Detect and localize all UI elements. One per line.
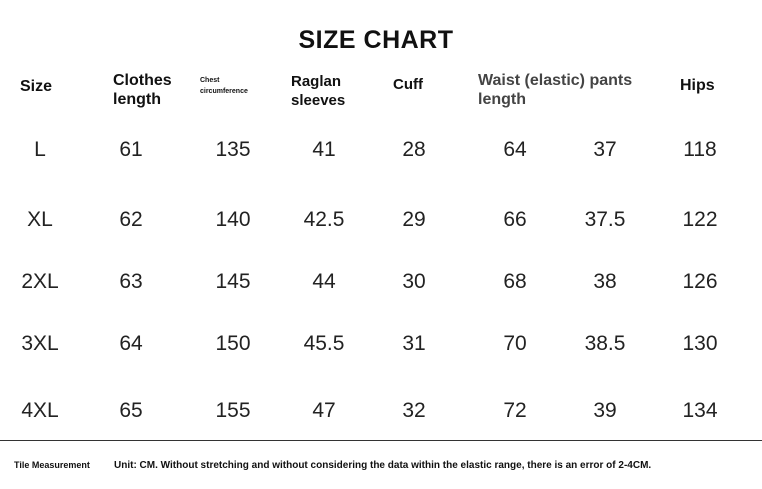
table-cell: 130 xyxy=(682,332,718,355)
table-cell: 32 xyxy=(402,399,426,422)
size-cell: 4XL xyxy=(21,399,59,422)
table-cell: 63 xyxy=(119,270,143,293)
table-cell: 39 xyxy=(593,399,617,422)
table-cell: 64 xyxy=(503,138,527,161)
table-cell: 38.5 xyxy=(584,332,626,355)
header-line: Raglan xyxy=(291,73,342,90)
table-cell: 37.5 xyxy=(584,208,626,231)
footer-label: Tile Measurement xyxy=(14,460,90,470)
table-cell: 68 xyxy=(503,270,527,293)
size-cell: 3XL xyxy=(21,332,59,355)
table-cell: 150 xyxy=(215,332,251,355)
header-raglan-sleeves: Raglan sleeves xyxy=(291,72,345,110)
size-cell: XL xyxy=(27,208,53,231)
header-line: Waist (elastic) pants xyxy=(478,72,633,89)
header-line: length xyxy=(478,91,526,108)
table-cell: 45.5 xyxy=(303,332,345,355)
table-cell: 65 xyxy=(119,399,143,422)
table-cell: 126 xyxy=(682,270,718,293)
table-cell: 64 xyxy=(119,332,143,355)
table-cell: 42.5 xyxy=(303,208,345,231)
header-waist-pants-length: Waist (elastic) pants length xyxy=(478,71,632,109)
table-cell: 30 xyxy=(402,270,426,293)
table-cell: 38 xyxy=(593,270,617,293)
table-cell: 66 xyxy=(503,208,527,231)
table-cell: 47 xyxy=(312,399,336,422)
table-cell: 122 xyxy=(682,208,718,231)
table-cell: 140 xyxy=(215,208,251,231)
page-title: SIZE CHART xyxy=(298,26,454,54)
table-cell: 72 xyxy=(503,399,527,422)
table-cell: 44 xyxy=(312,270,336,293)
header-line: sleeves xyxy=(291,92,346,109)
table-cell: 62 xyxy=(119,208,143,231)
header-cuff: Cuff xyxy=(393,76,423,93)
header-line: length xyxy=(113,91,161,108)
table-cell: 28 xyxy=(402,138,426,161)
divider xyxy=(0,440,762,441)
header-clothes-length: Clothes length xyxy=(113,71,172,109)
table-cell: 37 xyxy=(593,138,617,161)
header-line: Clothes xyxy=(113,72,172,89)
header-hips: Hips xyxy=(680,77,715,94)
table-cell: 134 xyxy=(682,399,718,422)
table-cell: 41 xyxy=(312,138,336,161)
table-cell: 118 xyxy=(683,138,717,161)
header-chest: Chest circumference xyxy=(200,75,248,97)
table-cell: 155 xyxy=(215,399,251,422)
footer-note: Unit: CM. Without stretching and without… xyxy=(114,460,652,471)
table-cell: 31 xyxy=(402,332,426,355)
size-cell: L xyxy=(34,138,46,161)
header-size: Size xyxy=(20,78,53,95)
table-cell: 70 xyxy=(503,332,527,355)
table-cell: 135 xyxy=(215,138,251,161)
header-line: Chest xyxy=(200,77,220,84)
table-cell: 29 xyxy=(402,208,426,231)
table-cell: 61 xyxy=(119,138,143,161)
header-line: circumference xyxy=(200,88,248,95)
table-cell: 145 xyxy=(215,270,251,293)
size-cell: 2XL xyxy=(21,270,59,293)
